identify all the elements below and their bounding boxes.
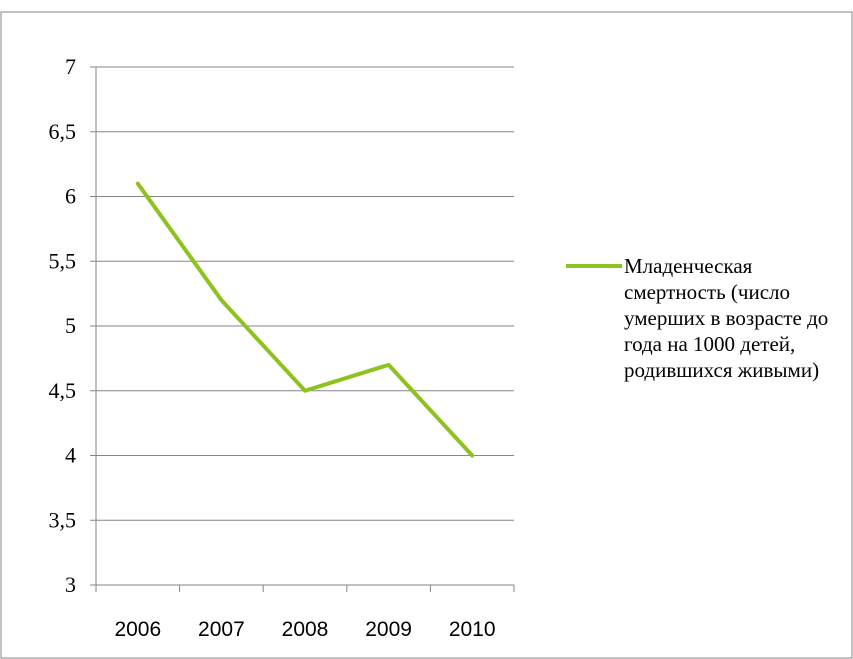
series-line <box>135 181 475 458</box>
y-tick-label: 5,5 <box>49 248 77 273</box>
y-tick-labels: 3 3,5 4 4,5 5 5,5 6 6,5 7 <box>49 54 77 597</box>
y-tick-label: 6 <box>65 184 76 209</box>
y-tick-label: 4 <box>65 443 76 468</box>
legend: Младенческая смертность (число умерших в… <box>566 253 851 383</box>
y-tick-label: 7 <box>65 54 76 79</box>
x-tick-label: 2010 <box>449 618 496 641</box>
y-tick-label: 3,5 <box>49 507 77 532</box>
y-tick-label: 6,5 <box>49 119 77 144</box>
gridlines <box>96 66 514 521</box>
x-tick-label: 2009 <box>365 618 412 641</box>
y-tick-label: 5 <box>65 313 76 338</box>
x-tick-label: 2007 <box>198 618 245 641</box>
x-tick-label: 2006 <box>114 618 161 641</box>
y-tick-label: 3 <box>65 572 76 597</box>
axes <box>90 66 515 592</box>
series-layer <box>135 181 475 458</box>
x-tick-label: 2008 <box>282 618 329 641</box>
legend-label: Младенческая смертность (число умерших в… <box>624 254 829 382</box>
y-tick-label: 4,5 <box>49 378 77 403</box>
legend-swatch <box>566 264 622 268</box>
chart-border <box>0 11 853 659</box>
x-tick-labels: 2006 2007 2008 2009 2010 <box>114 618 495 641</box>
